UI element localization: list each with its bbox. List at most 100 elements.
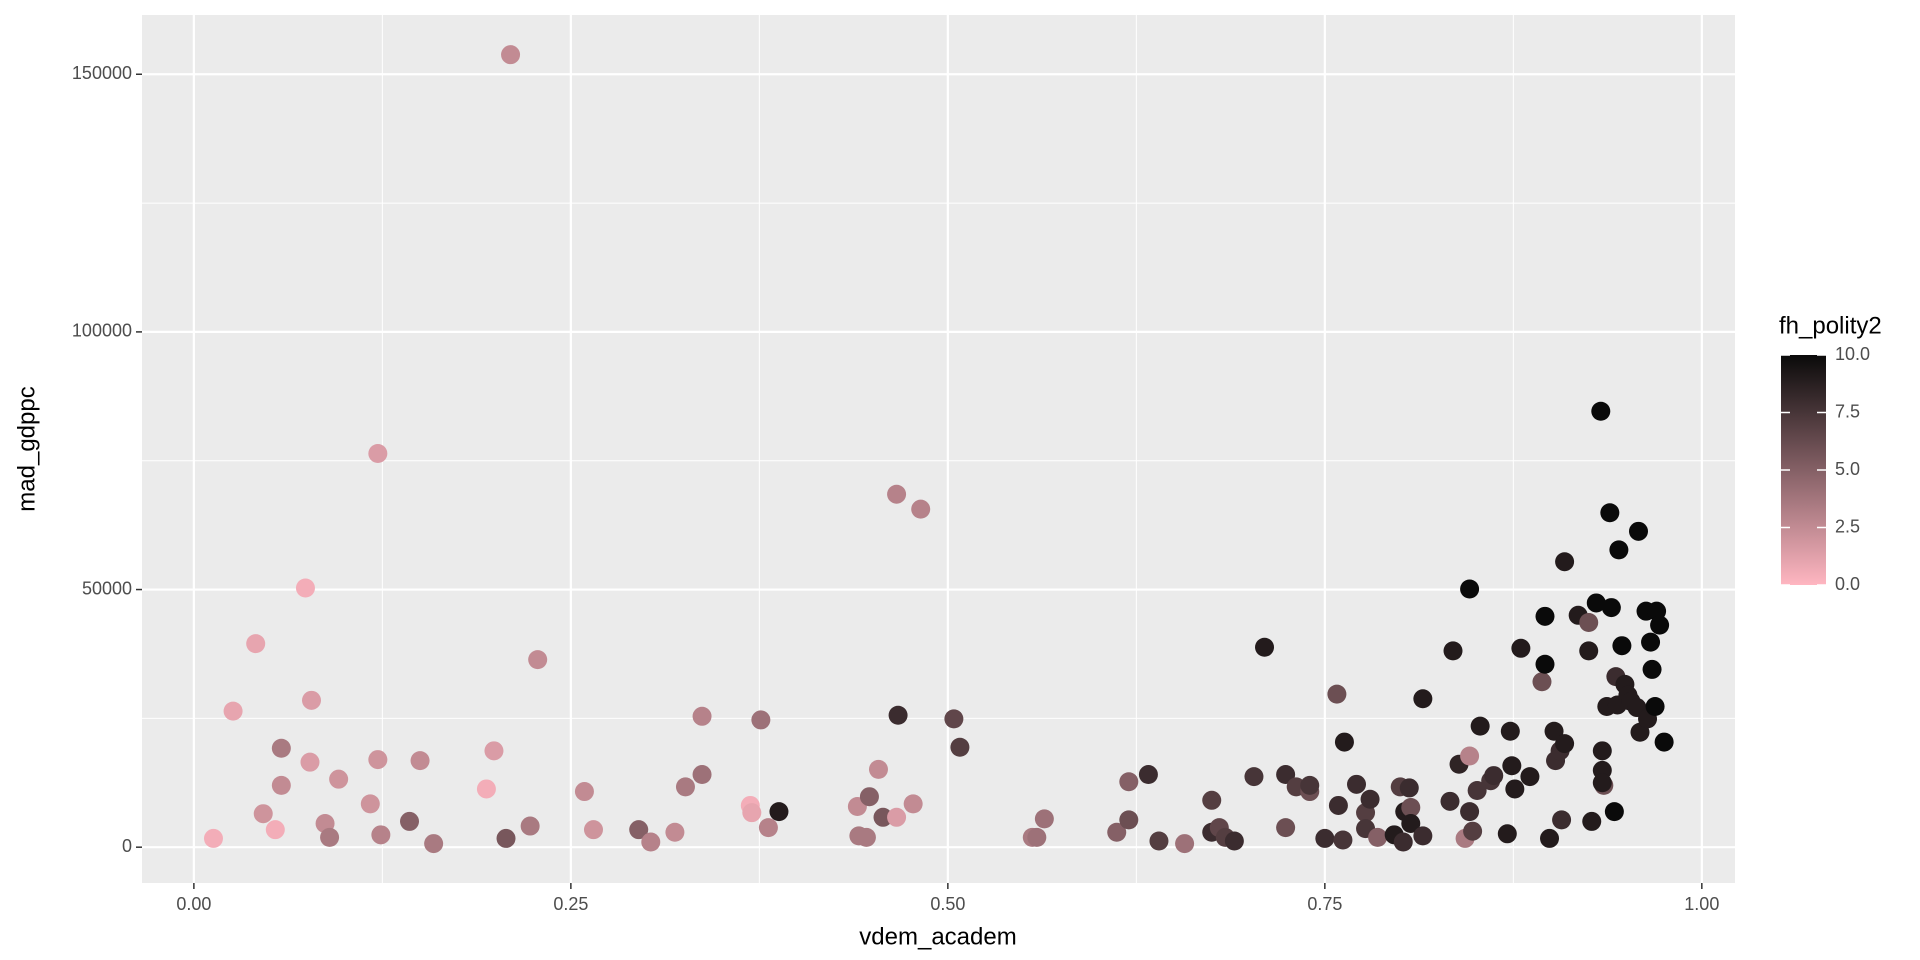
legend-title: fh_polity2 [1779, 312, 1882, 339]
point [769, 802, 789, 822]
point [903, 794, 923, 814]
point [1600, 503, 1620, 523]
point [1149, 831, 1169, 851]
point [1328, 795, 1348, 815]
point [1368, 827, 1388, 847]
point [1027, 827, 1047, 847]
point [1502, 756, 1522, 776]
point [887, 807, 907, 827]
point [1484, 766, 1504, 786]
point [1300, 775, 1320, 795]
point [360, 794, 380, 814]
point [859, 787, 879, 807]
point [1579, 641, 1599, 661]
point [1535, 606, 1555, 626]
point [1582, 811, 1602, 831]
point [1107, 822, 1127, 842]
point [253, 804, 273, 824]
legend-label: 5.0 [1835, 459, 1860, 479]
y-axis-title: mad_gdppc [13, 386, 40, 511]
point [295, 578, 315, 598]
point [1612, 636, 1632, 656]
point [1401, 813, 1421, 833]
point [1224, 831, 1244, 851]
point [1500, 721, 1520, 741]
legend-label: 0.0 [1835, 574, 1860, 594]
point [203, 828, 223, 848]
point [887, 484, 907, 504]
y-tick-label: 100000 [72, 321, 132, 341]
point [300, 752, 320, 772]
point [1505, 779, 1525, 799]
point [1443, 641, 1463, 661]
point [400, 811, 420, 831]
point [1138, 765, 1158, 785]
point [911, 499, 931, 519]
point [1535, 654, 1555, 674]
x-tick-label: 0.50 [930, 894, 965, 914]
point [1334, 732, 1354, 752]
points [203, 45, 1674, 854]
point [873, 807, 893, 827]
point [1440, 791, 1460, 811]
point [301, 690, 321, 710]
point [271, 775, 291, 795]
point [1276, 818, 1296, 838]
point [1119, 810, 1139, 830]
point [1401, 798, 1421, 818]
x-axis-title: vdem_academ [859, 923, 1016, 950]
point [574, 782, 594, 802]
x-tick-label: 1.00 [1684, 894, 1719, 914]
point [1650, 615, 1670, 635]
point [1393, 832, 1413, 852]
point [1604, 802, 1624, 822]
point [1460, 746, 1480, 766]
point [476, 779, 496, 799]
point [1470, 716, 1490, 736]
point [271, 738, 291, 758]
point [368, 750, 388, 770]
point [1315, 828, 1335, 848]
legend-label: 10.0 [1835, 344, 1870, 364]
point [1511, 638, 1531, 658]
point [1119, 772, 1139, 792]
panel [142, 15, 1735, 883]
point [950, 737, 970, 757]
point [1460, 802, 1480, 822]
point [1360, 789, 1380, 809]
point [692, 765, 712, 785]
point [1544, 721, 1564, 741]
point [1540, 828, 1560, 848]
x-tick-label: 0.75 [1307, 894, 1342, 914]
point [1579, 613, 1599, 633]
y-tick-label: 150000 [72, 63, 132, 83]
point [641, 832, 661, 852]
point [1520, 767, 1540, 787]
point [1609, 540, 1629, 560]
point [629, 820, 649, 840]
point [1460, 579, 1480, 599]
point [1601, 598, 1621, 618]
point [944, 709, 964, 729]
point [1555, 552, 1575, 572]
y-tick-label: 0 [122, 836, 132, 856]
point [1255, 637, 1275, 657]
legend-label: 2.5 [1835, 516, 1860, 536]
point [246, 634, 266, 654]
point [1463, 821, 1483, 841]
point [496, 828, 516, 848]
point [1413, 689, 1433, 709]
y-tick-label: 50000 [82, 578, 132, 598]
point [1467, 781, 1487, 801]
point [1654, 732, 1674, 752]
point [1327, 684, 1347, 704]
point [1641, 632, 1661, 652]
point [501, 45, 521, 65]
point [329, 769, 349, 789]
point [665, 822, 685, 842]
point [1497, 824, 1517, 844]
point [1591, 401, 1611, 421]
legend-label: 7.5 [1835, 401, 1860, 421]
